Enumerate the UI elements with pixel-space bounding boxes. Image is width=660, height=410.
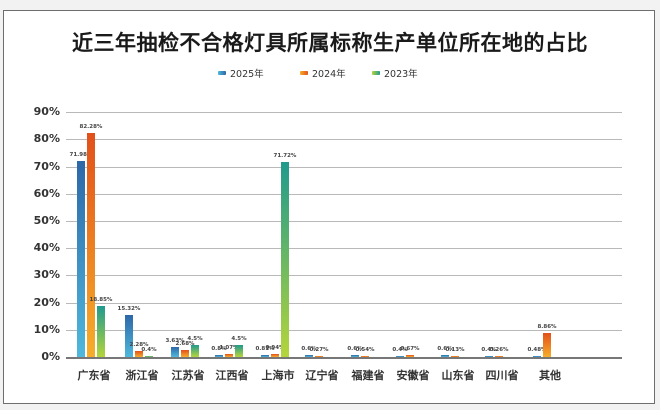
bar <box>281 161 289 357</box>
gridline <box>66 166 622 168</box>
bar-value-label: 0.67% <box>400 346 420 353</box>
bar <box>361 355 369 357</box>
bar <box>191 344 199 357</box>
bar-value-label: 71.98% <box>69 152 93 159</box>
bar <box>125 315 133 357</box>
bar <box>87 133 95 357</box>
bar-value-label: 2.28% <box>129 341 149 348</box>
x-tick-label: 山东省 <box>441 369 475 382</box>
gridline <box>66 221 622 222</box>
y-tick-label: 30% <box>33 268 60 282</box>
y-tick-label: 40% <box>33 241 60 255</box>
gridline <box>66 112 622 114</box>
legend-label: 2023年 <box>384 69 418 80</box>
bar <box>271 354 279 357</box>
y-tick-label: 0% <box>41 350 60 363</box>
bar-value-label: 0.94% <box>265 345 285 352</box>
x-tick-label: 广东省 <box>77 369 111 382</box>
bar <box>485 355 493 357</box>
bar-value-label: 0.8% <box>211 345 227 352</box>
x-tick-label: 福建省 <box>351 369 385 382</box>
x-tick-label: 安徽省 <box>396 369 430 382</box>
gridline <box>66 248 622 250</box>
bar <box>225 354 233 357</box>
bar-value-label: 0.4% <box>141 346 157 353</box>
bar <box>406 355 414 357</box>
legend-swatch <box>372 71 380 75</box>
bar-value-label: 3.63% <box>165 338 185 345</box>
y-tick-label: 50% <box>33 214 60 227</box>
y-tick-label: 90% <box>33 105 60 119</box>
gridline <box>66 329 622 331</box>
bar <box>451 355 459 357</box>
bar-value-label: 0.26% <box>489 346 509 353</box>
y-tick-label: 60% <box>33 186 60 200</box>
legend-item: 2023年 <box>372 66 418 80</box>
y-tick-label: 70% <box>33 159 60 173</box>
bar <box>77 161 85 357</box>
bar-value-label: 71.72% <box>273 152 297 159</box>
legend-label: 2025年 <box>230 69 264 80</box>
chart-legend: 2025年 2024年 2023年 <box>0 66 660 80</box>
x-tick-label: 江西省 <box>215 369 249 382</box>
bar-value-label: 0.6% <box>437 346 453 353</box>
bar-value-label: 8.86% <box>537 323 557 330</box>
y-tick-label: 20% <box>33 295 60 309</box>
bar-value-label: 1.07% <box>219 345 239 352</box>
gridline <box>66 193 622 195</box>
bar <box>305 355 313 357</box>
bar <box>145 355 153 357</box>
bar-value-label: 0.54% <box>355 346 375 353</box>
bar-value-label: 18.85% <box>89 296 113 303</box>
bar <box>495 355 503 357</box>
bar <box>351 355 359 357</box>
bar-value-label: 0.4% <box>481 346 497 353</box>
bar <box>97 305 105 357</box>
chart-title: 近三年抽检不合格灯具所属标称生产单位所在地的占比 <box>72 31 588 55</box>
x-tick-label: 上海市 <box>261 369 295 382</box>
x-tick-label: 四川省 <box>485 369 519 382</box>
x-tick-label: 浙江省 <box>125 369 159 382</box>
bar-value-label: 0.4% <box>392 346 408 353</box>
bar-value-label: 0.6% <box>301 346 317 353</box>
x-tick-label: 江苏省 <box>171 369 205 382</box>
x-axis-line <box>66 357 622 359</box>
gridline <box>66 275 622 277</box>
bar <box>181 349 189 357</box>
bar <box>396 355 404 357</box>
bar-value-label: 0.13% <box>445 346 465 353</box>
bar-value-label: 0.48% <box>527 346 547 353</box>
legend-swatch <box>218 71 226 75</box>
bar-value-label: 0.27% <box>309 346 329 353</box>
bar-value-label: 82.28% <box>79 124 103 131</box>
legend-item: 2025年 <box>218 66 264 80</box>
bar <box>315 355 323 357</box>
bar <box>135 350 143 357</box>
bar-value-label: 4.5% <box>187 335 203 342</box>
bar-value-label: 0.6% <box>347 346 363 353</box>
bar-value-label: 15.32% <box>117 306 141 313</box>
bar-value-label: 2.68% <box>175 340 195 347</box>
bar <box>171 347 179 357</box>
y-tick-label: 80% <box>33 132 60 146</box>
bar <box>533 355 541 357</box>
x-tick-label: 辽宁省 <box>305 369 339 382</box>
legend-swatch <box>300 71 308 75</box>
bar <box>261 354 269 357</box>
y-tick-label: 10% <box>33 322 60 336</box>
bar-value-label: 0.81% <box>255 345 275 352</box>
bar <box>215 354 223 357</box>
bar <box>543 332 551 357</box>
legend-label: 2024年 <box>312 69 346 80</box>
bar <box>235 344 243 357</box>
gridline <box>66 139 622 141</box>
bar <box>441 355 449 357</box>
bar-value-label: 4.5% <box>231 335 247 342</box>
legend-item: 2024年 <box>300 66 346 80</box>
x-tick-label: 其他 <box>539 369 561 382</box>
gridline <box>66 302 622 304</box>
